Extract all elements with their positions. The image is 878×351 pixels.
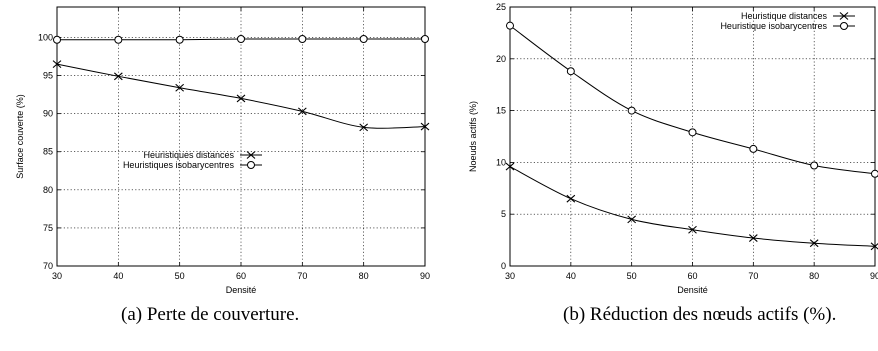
data-point: [175, 35, 184, 44]
grid: [510, 6, 875, 266]
y-tick-label: 75: [43, 223, 53, 233]
data-point: [810, 161, 819, 170]
x-tick-label: 40: [113, 271, 123, 281]
x-tick-label: 80: [359, 271, 369, 281]
series-2: [53, 34, 429, 44]
data-point: [566, 194, 576, 203]
caption-a: (a) Perte de couverture.: [121, 304, 300, 325]
y-tick-label: 25: [496, 2, 506, 12]
series-2: [506, 21, 878, 178]
y-tick-label: 90: [43, 109, 53, 119]
y-tick-label: 10: [496, 157, 506, 167]
grid: [57, 7, 425, 266]
chart-reduction-noeuds: 30 40 50 60 70 80 90 0 5 10 15 20 25 Densité Noeuds ac…: [468, 2, 878, 295]
series-line: [509, 166, 876, 247]
data-point: [114, 35, 123, 44]
y-tick-label: 15: [496, 106, 506, 116]
x-tick-label: 60: [687, 271, 697, 281]
data-point: [688, 128, 697, 137]
legend-marker: [840, 22, 848, 30]
data-point: [421, 34, 429, 43]
data-point: [627, 106, 636, 115]
data-point: [297, 107, 307, 116]
data-point: [688, 225, 697, 234]
data-point: [175, 83, 185, 92]
data-point: [359, 123, 369, 132]
x-tick-label: 80: [809, 271, 819, 281]
y-axis-label: Noeuds actifs (%): [468, 101, 478, 172]
y-axis-label: Surface couverte (%): [15, 94, 25, 179]
x-tick-label: 90: [420, 271, 430, 281]
data-point: [113, 72, 123, 81]
y-tick-label: 85: [43, 147, 53, 157]
series-1: [505, 162, 878, 251]
data-point: [53, 35, 61, 44]
data-point: [506, 21, 514, 30]
data-point: [566, 67, 575, 76]
data-point: [420, 122, 430, 131]
data-point: [505, 162, 515, 171]
caption-b: (b) Réduction des nœuds actifs (%).: [563, 304, 837, 325]
x-tick-label: 90: [870, 271, 878, 281]
y-tick-label: 20: [496, 54, 506, 64]
x-tick-label: 70: [748, 271, 758, 281]
data-point: [627, 215, 637, 224]
legend-label: Heuristiques isobarycentres: [123, 160, 235, 170]
data-point: [237, 34, 245, 43]
y-tick-label: 95: [43, 71, 53, 81]
series-1: [52, 60, 430, 132]
legend-marker: [246, 151, 256, 159]
data-point: [298, 34, 307, 43]
x-tick-label: 60: [236, 271, 246, 281]
data-point: [871, 169, 878, 178]
y-tick-label: 5: [501, 209, 506, 219]
y-tick-label: 70: [43, 261, 53, 271]
x-tick-label: 30: [505, 271, 515, 281]
data-point: [236, 94, 246, 103]
x-axis-label: Densité: [226, 285, 257, 295]
x-tick-label: 50: [627, 271, 637, 281]
legend-marker: [247, 161, 255, 169]
x-axis-label: Densité: [677, 285, 708, 295]
y-tick-label: 0: [501, 261, 506, 271]
plot-frame: [56, 6, 426, 267]
legend-label: Heuristique distances: [741, 11, 828, 21]
x-tick-label: 40: [566, 271, 576, 281]
data-point: [52, 60, 62, 69]
x-tick-label: 50: [175, 271, 185, 281]
legend-label: Heuristiques distances: [143, 150, 234, 160]
data-point: [748, 234, 758, 242]
legend-label: Heuristique isobarycentres: [720, 21, 827, 31]
y-tick-label: 100: [38, 32, 53, 42]
x-tick-label: 70: [297, 271, 307, 281]
data-point: [749, 144, 758, 153]
chart-perte-couverture: 30 40 50 60 70 80 90 70 75 80 85 90 95 100 Densité Surf…: [15, 6, 430, 295]
plot-frame: [509, 6, 876, 267]
data-point: [809, 239, 819, 248]
x-tick-label: 30: [52, 271, 62, 281]
data-point: [359, 34, 368, 43]
y-tick-label: 80: [43, 185, 53, 195]
legend-marker: [839, 12, 849, 20]
